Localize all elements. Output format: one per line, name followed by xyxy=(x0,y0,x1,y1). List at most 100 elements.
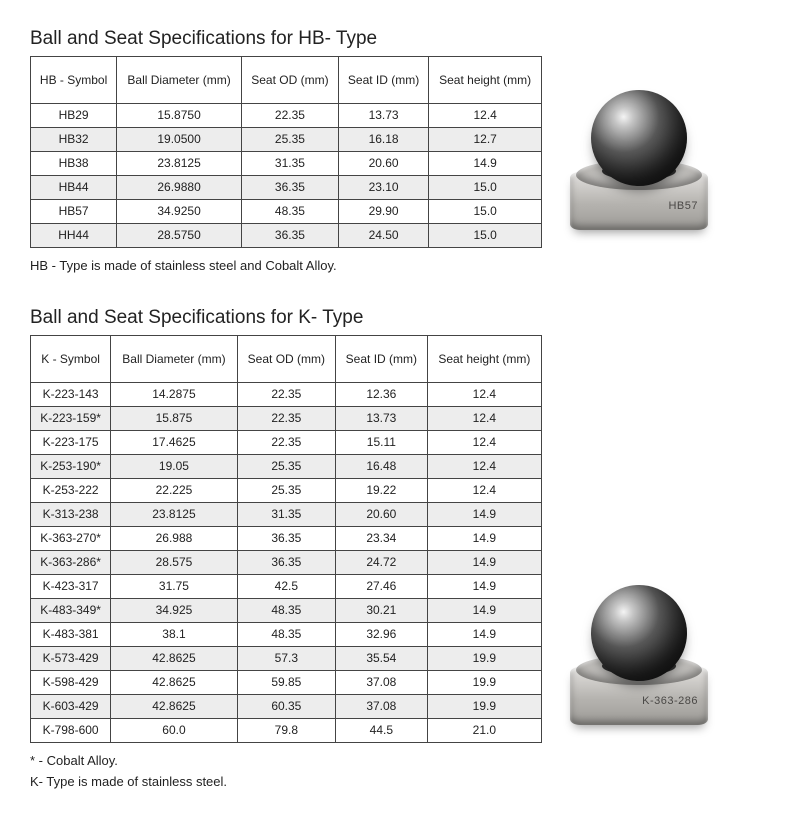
k-note-2: K- Type is made of stainless steel. xyxy=(30,774,781,789)
table-cell: 13.73 xyxy=(335,407,427,431)
table-cell: 57.3 xyxy=(237,647,335,671)
table-cell: 35.54 xyxy=(335,647,427,671)
table-cell: 32.96 xyxy=(335,623,427,647)
table-row: K-363-286*28.57536.3524.7214.9 xyxy=(31,551,542,575)
table-cell: K-223-159* xyxy=(31,407,111,431)
hb-col-1: Ball Diameter (mm) xyxy=(117,57,242,104)
table-cell: 15.11 xyxy=(335,431,427,455)
hb-col-4: Seat height (mm) xyxy=(429,57,542,104)
table-cell: 26.9880 xyxy=(117,176,242,200)
table-cell: 12.4 xyxy=(427,407,541,431)
table-cell: 12.4 xyxy=(429,104,542,128)
table-cell: K-573-429 xyxy=(31,647,111,671)
table-cell: 34.9250 xyxy=(117,200,242,224)
table-row: K-423-31731.7542.527.4614.9 xyxy=(31,575,542,599)
table-cell: 19.0500 xyxy=(117,128,242,152)
table-cell: K-363-270* xyxy=(31,527,111,551)
table-cell: 14.9 xyxy=(429,152,542,176)
k-table-block: Ball and Seat Specifications for K- Type… xyxy=(30,307,542,743)
table-cell: 22.35 xyxy=(237,407,335,431)
table-cell: HB57 xyxy=(31,200,117,224)
table-row: HH4428.575036.3524.5015.0 xyxy=(31,224,542,248)
table-cell: 14.2875 xyxy=(111,383,238,407)
hb-illustration: HB57 xyxy=(564,86,714,236)
table-cell: 24.72 xyxy=(335,551,427,575)
table-cell: 48.35 xyxy=(237,623,335,647)
hb-title: Ball and Seat Specifications for HB- Typ… xyxy=(30,28,542,50)
k-col-0: K - Symbol xyxy=(31,336,111,383)
table-cell: K-363-286* xyxy=(31,551,111,575)
table-row: HB5734.925048.3529.9015.0 xyxy=(31,200,542,224)
table-row: HB3219.050025.3516.1812.7 xyxy=(31,128,542,152)
table-cell: 19.9 xyxy=(427,671,541,695)
table-cell: 17.4625 xyxy=(111,431,238,455)
table-cell: HB38 xyxy=(31,152,117,176)
table-cell: 25.35 xyxy=(241,128,338,152)
ball-shape xyxy=(591,585,687,681)
table-cell: 12.7 xyxy=(429,128,542,152)
table-cell: 19.9 xyxy=(427,647,541,671)
k-col-1: Ball Diameter (mm) xyxy=(111,336,238,383)
hb-col-2: Seat OD (mm) xyxy=(241,57,338,104)
table-row: HB4426.988036.3523.1015.0 xyxy=(31,176,542,200)
k-col-2: Seat OD (mm) xyxy=(237,336,335,383)
table-cell: K-603-429 xyxy=(31,695,111,719)
table-cell: 19.22 xyxy=(335,479,427,503)
table-cell: 15.0 xyxy=(429,176,542,200)
table-row: K-313-23823.812531.3520.6014.9 xyxy=(31,503,542,527)
table-cell: 19.05 xyxy=(111,455,238,479)
table-cell: 14.9 xyxy=(427,623,541,647)
k-illustration: K-363-286 xyxy=(564,581,714,731)
table-cell: 12.4 xyxy=(427,431,541,455)
table-cell: HB44 xyxy=(31,176,117,200)
table-cell: 28.5750 xyxy=(117,224,242,248)
table-row: K-363-270*26.98836.3523.3414.9 xyxy=(31,527,542,551)
table-cell: 14.9 xyxy=(427,503,541,527)
hb-table: HB - Symbol Ball Diameter (mm) Seat OD (… xyxy=(30,56,542,248)
table-cell: 12.36 xyxy=(335,383,427,407)
table-cell: 60.35 xyxy=(237,695,335,719)
table-row: K-223-159*15.87522.3513.7312.4 xyxy=(31,407,542,431)
table-cell: 48.35 xyxy=(241,200,338,224)
table-row: K-223-17517.462522.3515.1112.4 xyxy=(31,431,542,455)
table-cell: 36.35 xyxy=(241,224,338,248)
table-cell: 22.35 xyxy=(241,104,338,128)
table-cell: 24.50 xyxy=(338,224,428,248)
table-row: K-798-60060.079.844.521.0 xyxy=(31,719,542,743)
table-cell: 23.34 xyxy=(335,527,427,551)
table-cell: 29.90 xyxy=(338,200,428,224)
table-cell: 42.8625 xyxy=(111,647,238,671)
table-cell: 26.988 xyxy=(111,527,238,551)
table-row: K-223-14314.287522.3512.3612.4 xyxy=(31,383,542,407)
k-col-3: Seat ID (mm) xyxy=(335,336,427,383)
table-cell: HB29 xyxy=(31,104,117,128)
table-cell: 13.73 xyxy=(338,104,428,128)
k-title: Ball and Seat Specifications for K- Type xyxy=(30,307,542,329)
hb-illus-label: HB57 xyxy=(668,200,698,212)
table-cell: 21.0 xyxy=(427,719,541,743)
k-section: Ball and Seat Specifications for K- Type… xyxy=(30,307,781,743)
table-cell: 14.9 xyxy=(427,599,541,623)
hb-col-0: HB - Symbol xyxy=(31,57,117,104)
table-cell: 14.9 xyxy=(427,575,541,599)
table-cell: HH44 xyxy=(31,224,117,248)
table-cell: 36.35 xyxy=(237,527,335,551)
table-cell: 42.8625 xyxy=(111,671,238,695)
k-header-row: K - Symbol Ball Diameter (mm) Seat OD (m… xyxy=(31,336,542,383)
table-cell: 37.08 xyxy=(335,671,427,695)
table-row: K-253-190*19.0525.3516.4812.4 xyxy=(31,455,542,479)
table-cell: 14.9 xyxy=(427,527,541,551)
table-cell: 30.21 xyxy=(335,599,427,623)
table-cell: 22.35 xyxy=(237,383,335,407)
table-cell: 60.0 xyxy=(111,719,238,743)
table-cell: K-223-143 xyxy=(31,383,111,407)
hb-table-block: Ball and Seat Specifications for HB- Typ… xyxy=(30,28,542,248)
hb-col-3: Seat ID (mm) xyxy=(338,57,428,104)
table-cell: 25.35 xyxy=(237,455,335,479)
table-cell: 79.8 xyxy=(237,719,335,743)
table-cell: 27.46 xyxy=(335,575,427,599)
table-cell: 12.4 xyxy=(427,455,541,479)
table-cell: 23.8125 xyxy=(117,152,242,176)
table-cell: 20.60 xyxy=(338,152,428,176)
table-row: K-483-38138.148.3532.9614.9 xyxy=(31,623,542,647)
